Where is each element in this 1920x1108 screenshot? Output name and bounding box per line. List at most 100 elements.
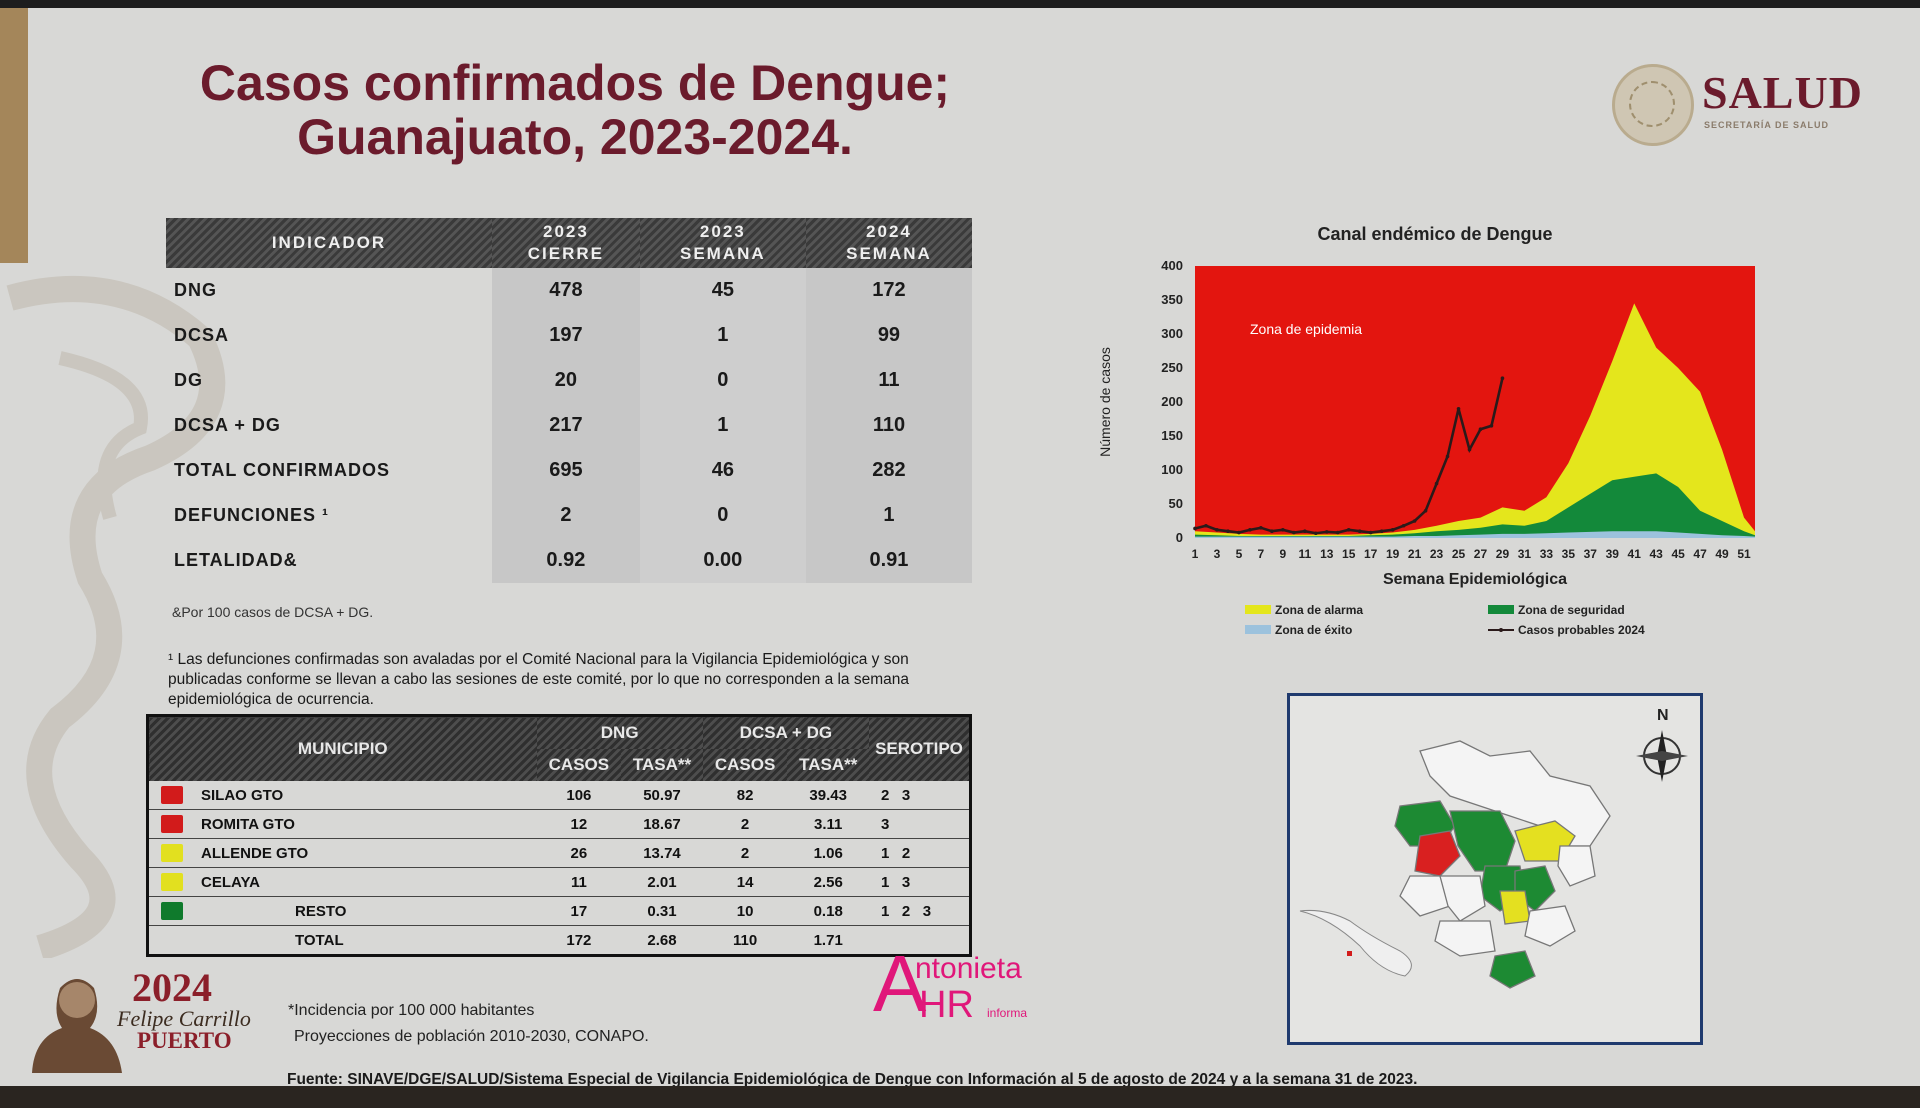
legend-swatch: [1245, 605, 1271, 614]
x-tick-label: 29: [1496, 547, 1510, 561]
header-indicador: INDICADOR: [166, 218, 492, 268]
portrait-icon: [32, 979, 122, 1073]
antonieta-hr-watermark-logo: A ntonieta HR informa: [873, 939, 1028, 1028]
casos-point: [1467, 447, 1472, 452]
status-swatch: [161, 844, 183, 863]
header-2023-cierre: 2023 CIERRE: [492, 218, 640, 268]
casos-point: [1303, 529, 1307, 533]
table-row: ALLENDE GTO 26 13.74 2 1.06 1 2: [147, 838, 971, 868]
note-defunciones: ¹ Las defunciones confirmadas son avalad…: [168, 651, 910, 708]
table-row: LETALIDAD& 0.92 0.00 0.91: [166, 538, 972, 583]
table-row: TOTAL CONFIRMADOS 695 46 282: [166, 448, 972, 493]
indicator-table: INDICADOR 2023 CIERRE 2023 SEMANA 2024 SEMA…: [166, 218, 972, 583]
casos-point: [1456, 407, 1461, 411]
header-2024-semana: 2024 SEMANA: [805, 218, 972, 268]
x-tick-label: 51: [1737, 547, 1751, 561]
x-tick-label: 33: [1540, 547, 1554, 561]
table-row: RESTO 17 0.31 10 0.18 1 2 3: [147, 896, 971, 926]
table-row: DG 20 0 11: [166, 358, 972, 403]
casos-point: [1335, 530, 1340, 535]
chart-title: Canal endémico de Dengue: [1317, 224, 1552, 244]
casos-point: [1489, 424, 1494, 428]
status-swatch: [161, 786, 183, 805]
page-title: Casos confirmados de Dengue; Guanajuato,…: [199, 55, 951, 165]
y-tick-label: 250: [1161, 360, 1183, 375]
y-tick-label: 50: [1169, 496, 1183, 511]
x-tick-label: 7: [1258, 547, 1265, 561]
x-tick-label: 21: [1408, 547, 1422, 561]
casos-point: [1412, 519, 1417, 523]
footnote: *Incidencia por 100 000 habitantes Proye…: [288, 1002, 649, 1045]
header-2023-semana: 2023 SEMANA: [639, 218, 806, 268]
y-tick-label: 400: [1161, 258, 1183, 273]
note-letalidad: &Por 100 casos de DCSA + DG.: [172, 604, 374, 620]
casos-point: [1204, 523, 1208, 528]
casos-point: [1357, 529, 1362, 533]
x-tick-label: 37: [1584, 547, 1598, 561]
casos-point: [1270, 529, 1274, 533]
municipality-regions: [1394, 740, 1611, 989]
casos-point: [1215, 528, 1219, 532]
x-tick-label: 1: [1192, 547, 1199, 561]
y-tick-label: 100: [1161, 462, 1183, 477]
x-tick-label: 41: [1628, 547, 1642, 561]
header-dcsa-dg: DCSA + DG: [702, 715, 869, 749]
x-tick-label: 19: [1386, 547, 1400, 561]
accent-bar: [0, 8, 28, 263]
logo-2024-felipe-carrillo-puerto: 2024 Felipe Carrillo PUERTO: [22, 958, 262, 1078]
casos-point: [1324, 530, 1329, 534]
x-tick-label: 47: [1693, 547, 1707, 561]
y-axis-label: Número de casos: [1097, 347, 1113, 457]
x-axis-label: Semana Epidemiológica: [1383, 571, 1567, 588]
status-swatch: [161, 815, 183, 834]
status-swatch: [161, 902, 183, 921]
header-casos: CASOS: [536, 749, 622, 781]
x-tick-label: 15: [1342, 547, 1356, 561]
header-municipio: MUNICIPIO: [147, 715, 537, 781]
x-tick-label: 23: [1430, 547, 1444, 561]
x-tick-label: 17: [1364, 547, 1378, 561]
casos-point: [1281, 528, 1285, 532]
x-tick-label: 27: [1474, 547, 1488, 561]
background-ornament: [6, 276, 226, 958]
eagle-seal-icon: [1612, 64, 1694, 146]
casos-point: [1292, 530, 1296, 535]
table-row-total: TOTAL 172 2.68 110 1.71: [295, 931, 843, 949]
x-tick-label: 13: [1320, 547, 1334, 561]
annotation-label: Zona de epidemia: [1250, 321, 1362, 337]
zona-alarma-area: [1195, 303, 1755, 538]
header-casos: CASOS: [702, 749, 788, 781]
casos-point: [1368, 530, 1373, 535]
status-swatch: [161, 873, 183, 892]
x-tick-label: 49: [1715, 547, 1729, 561]
legend-label: Casos probables 2024: [1518, 623, 1645, 637]
casos-point: [1445, 454, 1450, 459]
table-row: SILAO GTO 106 50.97 82 39.43 2 3: [147, 781, 971, 810]
header-tasa: TASA**: [621, 749, 703, 781]
header-tasa: TASA**: [787, 749, 869, 781]
x-tick-label: 11: [1298, 547, 1311, 561]
table-row: DCSA + DG 217 1 110: [166, 403, 972, 448]
casos-point: [1478, 427, 1483, 431]
casos-point: [1248, 528, 1252, 532]
table-row: CELAYA 11 2.01 14 2.56 1 3: [147, 867, 971, 897]
x-tick-label: 5: [1236, 547, 1243, 561]
guanajuato-map: N: [1287, 693, 1703, 1045]
salud-logo: SALUD SECRETARÍA DE SALUD: [1612, 60, 1862, 146]
x-tick-label: 35: [1562, 547, 1576, 561]
x-tick-label: 43: [1649, 547, 1663, 561]
legend-label: Zona de seguridad: [1518, 603, 1625, 617]
north-label: N: [1657, 707, 1669, 724]
x-tick-label: 45: [1671, 547, 1685, 561]
header-serotipo: SEROTIPO: [869, 715, 971, 781]
x-tick-label: 25: [1452, 547, 1466, 561]
casos-point: [1259, 526, 1263, 530]
zona-exito-area: [1195, 531, 1755, 538]
x-tick-label: 39: [1606, 547, 1620, 561]
table-row: ROMITA GTO 12 18.67 2 3.11 3: [147, 809, 971, 839]
header-dng: DNG: [536, 715, 703, 749]
x-tick-label: 31: [1518, 547, 1532, 561]
mexico-inset-map: [1299, 910, 1412, 977]
bottom-frame: [0, 1086, 1920, 1108]
